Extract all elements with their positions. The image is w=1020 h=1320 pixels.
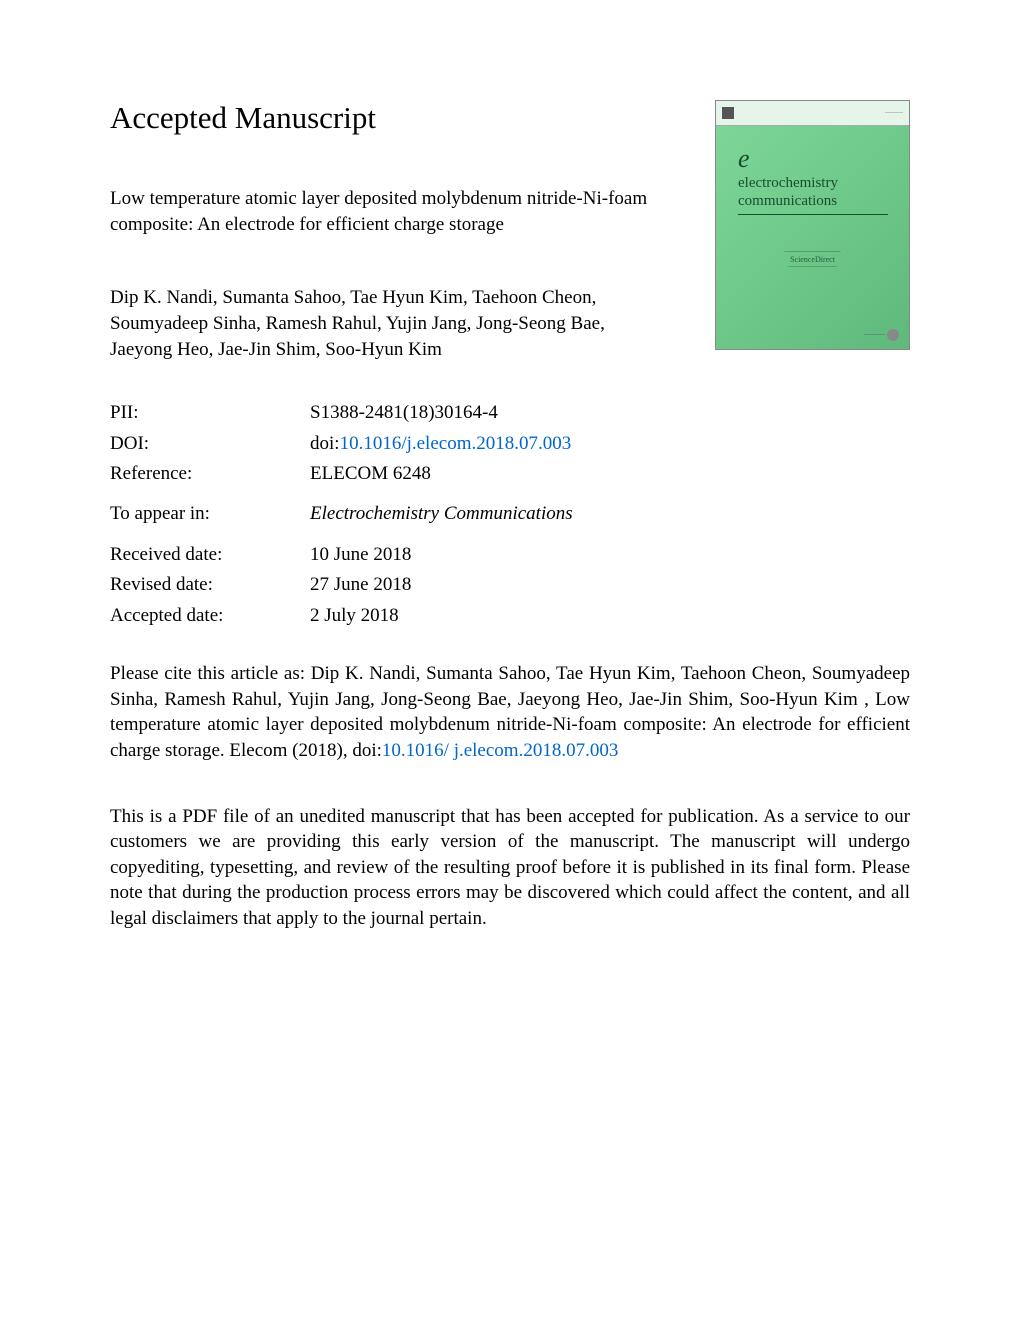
cover-publisher-icon	[722, 107, 734, 119]
authors-list: Dip K. Nandi, Sumanta Sahoo, Tae Hyun Ki…	[110, 285, 670, 362]
cover-issn-text: ———	[885, 110, 903, 116]
appear-value: Electrochemistry Communications	[310, 499, 910, 529]
metadata-row-accepted: Accepted date: 2 July 2018	[110, 601, 910, 631]
received-label: Received date:	[110, 540, 310, 570]
metadata-table: PII: S1388-2481(18)30164-4 DOI: doi:10.1…	[110, 398, 910, 631]
pii-value: S1388-2481(18)30164-4	[310, 398, 910, 428]
received-value: 10 June 2018	[310, 540, 910, 570]
cover-journal-name: electrochemistry communications	[738, 174, 888, 215]
doi-label: DOI:	[110, 429, 310, 459]
pii-label: PII:	[110, 398, 310, 428]
metadata-row-received: Received date: 10 June 2018	[110, 540, 910, 570]
accepted-value: 2 July 2018	[310, 601, 910, 631]
journal-cover-thumbnail: ——— e electrochemistry communications ——…	[715, 100, 910, 350]
metadata-row-appear: To appear in: Electrochemistry Communica…	[110, 499, 910, 529]
cover-e-logo: e	[738, 144, 909, 174]
header-section: Accepted Manuscript ——— e electrochemist…	[110, 100, 910, 362]
cover-bottom: ———	[864, 329, 899, 341]
citation-section: Please cite this article as: Dip K. Nand…	[110, 661, 910, 764]
doi-value: doi:10.1016/j.elecom.2018.07.003	[310, 429, 910, 459]
metadata-row-revised: Revised date: 27 June 2018	[110, 570, 910, 600]
appear-label: To appear in:	[110, 499, 310, 529]
reference-value: ELECOM 6248	[310, 459, 910, 489]
cover-top-bar: ———	[716, 101, 909, 126]
metadata-row-pii: PII: S1388-2481(18)30164-4	[110, 398, 910, 428]
metadata-row-reference: Reference: ELECOM 6248	[110, 459, 910, 489]
disclaimer-section: This is a PDF file of an unedited manusc…	[110, 804, 910, 932]
cover-bottom-icon	[887, 329, 899, 341]
cover-middle-text: ———————— ScienceDirect ————————	[716, 247, 909, 270]
reference-label: Reference:	[110, 459, 310, 489]
revised-label: Revised date:	[110, 570, 310, 600]
cover-logo-area: e electrochemistry communications	[716, 126, 909, 215]
citation-doi-link[interactable]: 10.1016/ j.elecom.2018.07.003	[382, 740, 618, 761]
article-title: Low temperature atomic layer deposited m…	[110, 186, 670, 237]
accepted-label: Accepted date:	[110, 601, 310, 631]
metadata-row-doi: DOI: doi:10.1016/j.elecom.2018.07.003	[110, 429, 910, 459]
revised-value: 27 June 2018	[310, 570, 910, 600]
doi-link[interactable]: 10.1016/j.elecom.2018.07.003	[340, 433, 572, 454]
